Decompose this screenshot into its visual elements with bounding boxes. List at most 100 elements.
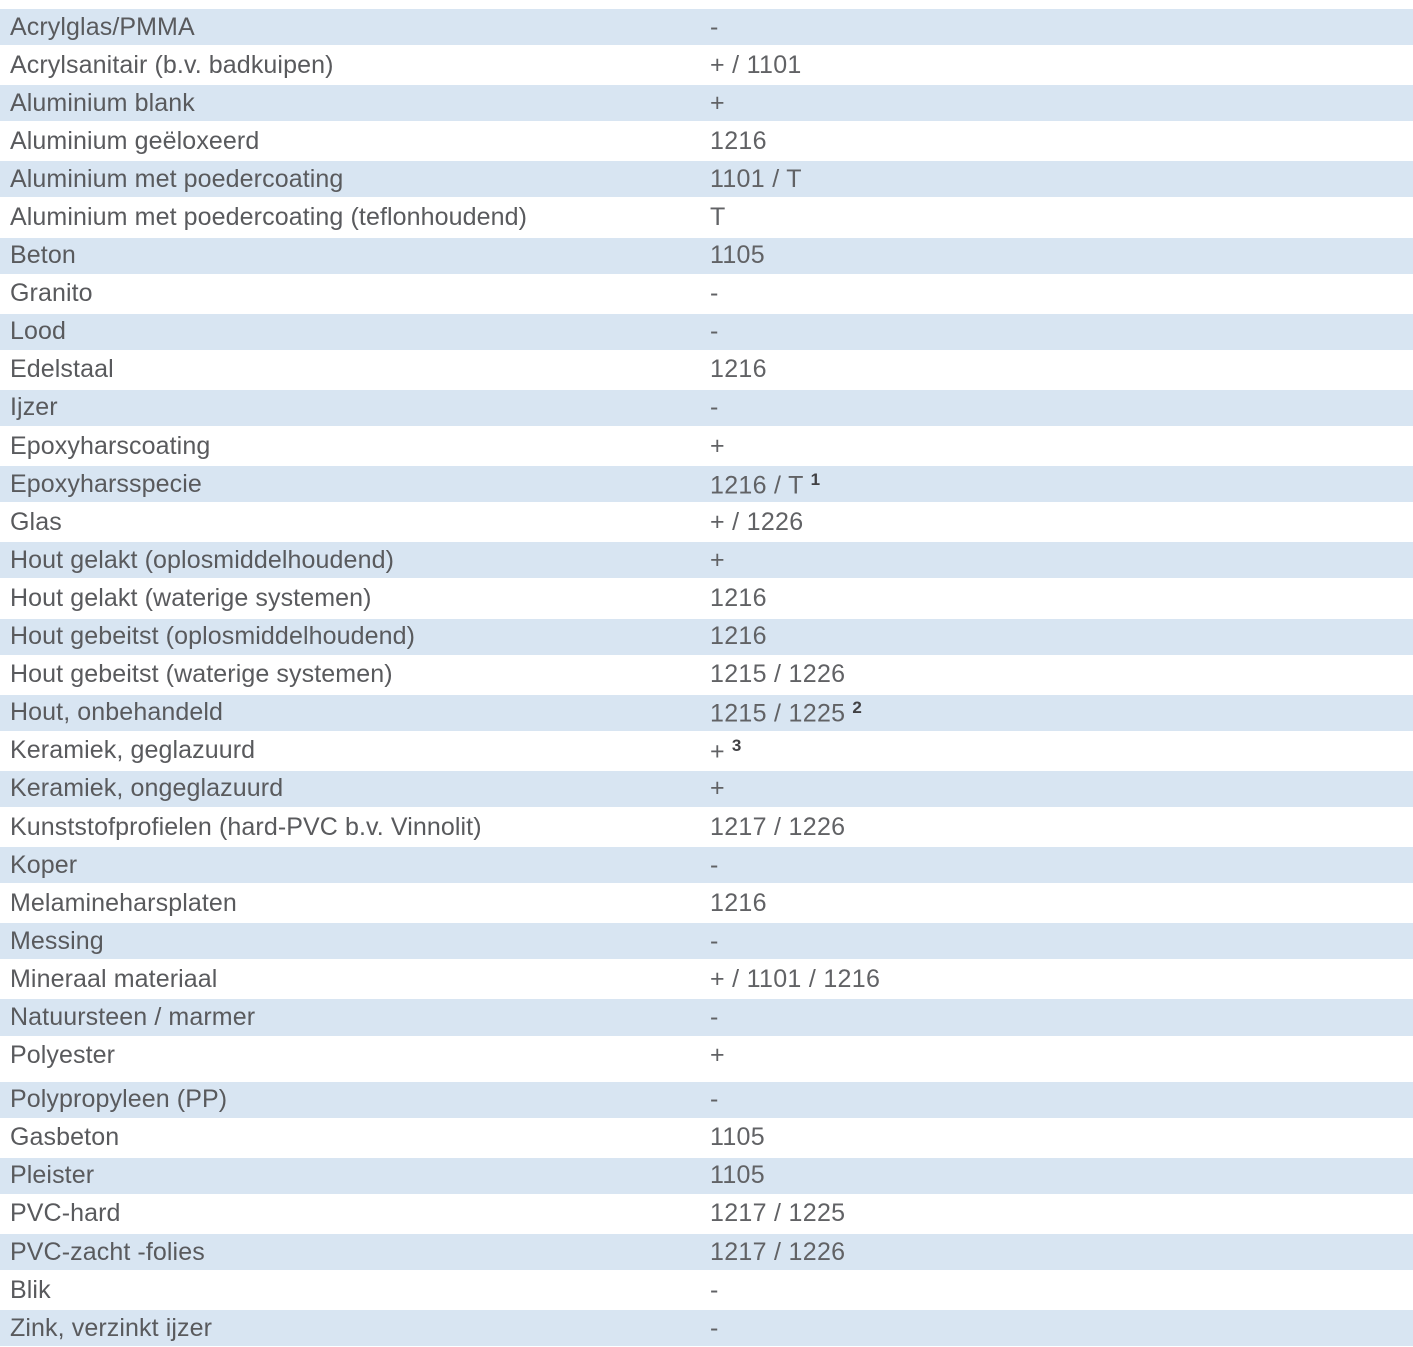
material-name: Polypropyleen (PP): [10, 1085, 228, 1114]
value-text: 1216: [710, 888, 767, 917]
value-text: +: [710, 737, 725, 766]
material-name: Pleister: [10, 1161, 95, 1190]
material-name: Keramiek, ongeglazuurd: [10, 774, 284, 803]
compatibility-value: -: [710, 13, 1413, 42]
table-row: Blik -: [0, 1271, 1413, 1310]
compatibility-value: -: [710, 1276, 1413, 1305]
value-text: +: [710, 545, 725, 574]
table-row: Keramiek, geglazuurd +3: [0, 731, 1413, 770]
table-row: Aluminium geëloxeerd 1216: [0, 122, 1413, 161]
table-row: Hout gebeitst (waterige systemen) 1215 /…: [0, 655, 1413, 694]
material-name: Aluminium geëloxeerd: [10, 126, 260, 155]
compatibility-value: -: [710, 393, 1413, 422]
table-row: Beton 1105: [0, 236, 1413, 275]
material-name: Keramiek, geglazuurd: [10, 736, 256, 765]
compatibility-value: + / 1101 / 1216: [710, 965, 1413, 994]
value-text: -: [710, 279, 719, 308]
compatibility-value: 1217 / 1225: [710, 1199, 1413, 1228]
table-row: Acrylglas/PMMA -: [0, 8, 1413, 47]
compatibility-value: 1105: [710, 241, 1413, 270]
material-name: Beton: [10, 241, 76, 270]
compatibility-value: 1216: [710, 355, 1413, 384]
value-text: -: [710, 1002, 719, 1031]
table-row: Aluminium met poedercoating (teflonhoude…: [0, 198, 1413, 237]
material-name: Zink, verzinkt ijzer: [10, 1313, 213, 1342]
compatibility-value: +: [710, 89, 1413, 118]
compatibility-value: + / 1226: [710, 508, 1413, 537]
compatibility-value: -: [710, 1085, 1413, 1114]
compatibility-value: -: [710, 927, 1413, 956]
compatibility-value: -: [710, 279, 1413, 308]
compatibility-value: +: [710, 1041, 1413, 1070]
material-name: Melamineharsplaten: [10, 888, 237, 917]
material-name: Epoxyharsspecie: [10, 469, 202, 498]
value-text: -: [710, 1275, 719, 1304]
footnote-marker: 2: [852, 698, 863, 718]
material-name: Aluminium met poedercoating: [10, 164, 344, 193]
value-text: -: [710, 12, 719, 41]
table-row: Melamineharsplaten 1216: [0, 884, 1413, 923]
compatibility-value: +: [710, 432, 1413, 461]
material-name: Acrylglas/PMMA: [10, 12, 195, 41]
value-text: 1216: [710, 355, 767, 384]
table-row: Hout, onbehandeld 1215 / 1225 2: [0, 693, 1413, 732]
material-name: Hout, onbehandeld: [10, 698, 223, 727]
value-text: -: [710, 1313, 719, 1342]
compatibility-value: 1105: [710, 1123, 1413, 1152]
table-row: Natuursteen / marmer -: [0, 998, 1413, 1037]
table-row: Granito -: [0, 274, 1413, 313]
value-text: 1217 / 1225: [710, 1199, 846, 1228]
value-text: 1216 / T: [710, 470, 804, 499]
value-text: -: [710, 393, 719, 422]
material-name: Aluminium blank: [10, 88, 195, 117]
table-row: Polypropyleen (PP) -: [0, 1080, 1413, 1119]
material-name: Granito: [10, 279, 93, 308]
material-name: Acrylsanitair (b.v. badkuipen): [10, 50, 334, 79]
material-name: Blik: [10, 1275, 51, 1304]
table-row: Glas + / 1226: [0, 503, 1413, 542]
material-name: Mineraal materiaal: [10, 964, 218, 993]
table-row: Gasbeton 1105: [0, 1118, 1413, 1157]
table-row: Pleister 1105: [0, 1156, 1413, 1195]
table-row: Aluminium blank +: [0, 84, 1413, 123]
compatibility-value: +: [710, 546, 1413, 575]
compatibility-value: 1101 / T: [710, 165, 1413, 194]
compatibility-value: 1217 / 1226: [710, 813, 1413, 842]
value-text: -: [710, 850, 719, 879]
table-row: Koper -: [0, 846, 1413, 885]
table-row: Epoxyharscoating +: [0, 427, 1413, 466]
value-text: 1216: [710, 583, 767, 612]
table-row: Epoxyharsspecie 1216 / T 1: [0, 465, 1413, 504]
value-text: 1216: [710, 622, 767, 651]
value-text: -: [710, 1085, 719, 1114]
material-name: Kunststofprofielen (hard-PVC b.v. Vinnol…: [10, 812, 482, 841]
table-row: Edelstaal 1216: [0, 350, 1413, 389]
table-row: Hout gelakt (waterige systemen) 1216: [0, 579, 1413, 618]
table-row: Keramiek, ongeglazuurd +: [0, 769, 1413, 808]
material-name: Polyester: [10, 1041, 116, 1070]
compatibility-value: 1215 / 1225 2: [710, 697, 1413, 728]
material-name: Messing: [10, 926, 104, 955]
value-text: 1217 / 1226: [710, 812, 846, 841]
value-text: + / 1101: [710, 50, 802, 79]
compatibility-value: 1105: [710, 1161, 1413, 1190]
table-row: Hout gelakt (oplosmiddelhoudend) +: [0, 541, 1413, 580]
table-row: Hout gebeitst (oplosmiddelhoudend) 1216: [0, 617, 1413, 656]
compatibility-value: 1216 / T 1: [710, 469, 1413, 500]
value-text: +: [710, 774, 725, 803]
compatibility-value: 1216: [710, 584, 1413, 613]
material-name: Natuursteen / marmer: [10, 1002, 256, 1031]
table-row: Ijzer -: [0, 388, 1413, 428]
value-text: -: [710, 926, 719, 955]
table-row: Mineraal materiaal + / 1101 / 1216: [0, 960, 1413, 999]
footnote-marker: 1: [810, 469, 821, 489]
table-row: Lood -: [0, 312, 1413, 351]
compatibility-value: 1215 / 1226: [710, 660, 1413, 689]
value-text: 1215 / 1226: [710, 660, 846, 689]
compatibility-value: -: [710, 1003, 1413, 1032]
value-text: 1215 / 1225: [710, 699, 846, 728]
table-row: Zink, verzinkt ijzer -: [0, 1309, 1413, 1347]
value-text: 1101 / T: [710, 164, 802, 193]
compatibility-value: -: [710, 1314, 1413, 1343]
